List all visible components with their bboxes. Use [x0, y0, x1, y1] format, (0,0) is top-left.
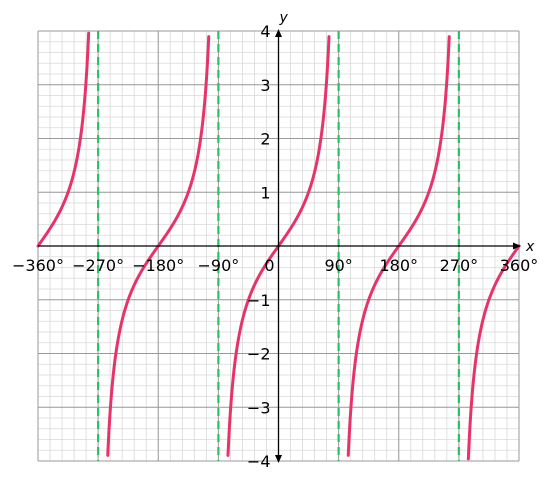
y-tick-label: −1 — [247, 291, 271, 310]
y-axis-arrow-top — [275, 29, 282, 37]
y-tick-label: −2 — [247, 345, 271, 364]
y-tick-label: 3 — [260, 76, 270, 95]
x-tick-label: −180° — [132, 256, 184, 275]
y-axis-arrow-bottom — [275, 455, 282, 463]
y-axis-label: y — [279, 10, 289, 26]
tan-curve-branch — [36, 31, 91, 248]
y-tick-label: 2 — [260, 130, 270, 149]
axes — [38, 29, 521, 463]
tan-curve-branch — [466, 244, 521, 461]
x-tick-label: −90° — [197, 256, 239, 275]
x-tick-label: 180° — [379, 256, 418, 275]
y-tick-label: 1 — [260, 183, 270, 202]
x-tick-label: 90° — [324, 256, 352, 275]
x-axis-arrow — [513, 242, 521, 250]
tick-labels: x y −360° −270° −180° −90° 0 90° 180° 270° 360° 4 3 2… — [12, 10, 538, 471]
y-tick-label: −3 — [247, 398, 271, 417]
y-tick-label: 4 — [260, 22, 270, 41]
x-tick-label: 0 — [264, 256, 274, 275]
x-tick-label: −270° — [72, 256, 124, 275]
x-tick-label: 270° — [440, 256, 479, 275]
x-axis-label: x — [525, 239, 535, 255]
y-tick-label: −4 — [247, 452, 271, 471]
x-tick-label: 360° — [500, 256, 539, 275]
x-tick-label: −360° — [12, 256, 64, 275]
